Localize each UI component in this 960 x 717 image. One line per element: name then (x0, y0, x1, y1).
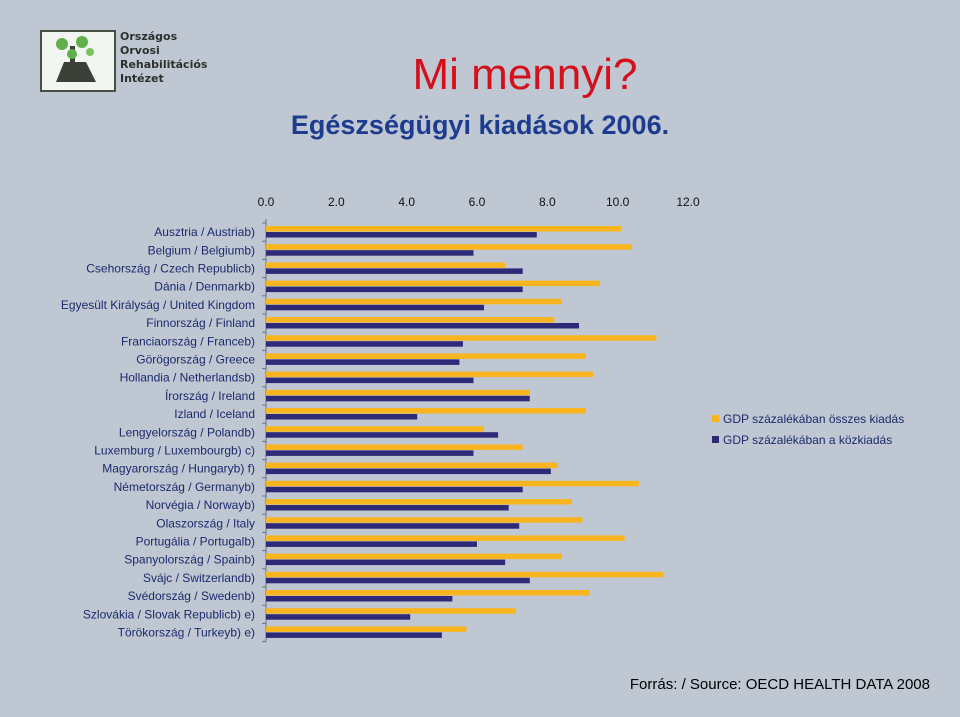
logo-line-4: Intézet (120, 72, 164, 85)
logo-line-1: Országos (120, 30, 178, 43)
category-label-19: Svájc / Switzerlandb) (143, 571, 255, 585)
bar-public-4 (266, 304, 485, 311)
bar-public-22 (266, 632, 442, 638)
category-label-0: Ausztria / Austriab) (154, 225, 255, 239)
tree-stump-icon (40, 30, 116, 92)
bar-total-10 (266, 408, 587, 414)
bar-public-9 (266, 395, 530, 402)
bar-public-1 (266, 250, 474, 256)
bar-total-20 (266, 590, 590, 596)
bar-public-14 (266, 486, 523, 493)
legend-label-public: GDP százalékában a közkiadás (723, 432, 893, 447)
category-label-10: Izland / Iceland (174, 407, 255, 421)
category-label-15: Norvégia / Norwayb) (146, 498, 255, 512)
bar-public-20 (266, 596, 453, 602)
bar-public-8 (266, 377, 474, 384)
logo-text: Országos Orvosi Rehabilitációs Intézet (120, 30, 207, 86)
bar-total-1 (266, 244, 632, 250)
x-tick-label-2: 4.0 (398, 195, 415, 209)
category-label-20: Svédország / Swedenb) (128, 589, 255, 603)
source-note: Forrás: / Source: OECD HEALTH DATA 2008 (629, 676, 930, 693)
bar-public-19 (266, 577, 530, 584)
category-label-12: Luxemburg / Luxembourgb) c) (94, 444, 255, 458)
bar-total-19 (266, 571, 664, 578)
bar-total-5 (266, 317, 555, 323)
bar-public-3 (266, 286, 523, 293)
category-label-16: Olaszország / Italy (156, 516, 255, 530)
bar-total-16 (266, 517, 583, 523)
x-tick-label-1: 2.0 (328, 195, 345, 209)
category-label-21: Szlovákia / Slovak Republicb) e) (83, 607, 255, 621)
category-label-2: Csehország / Czech Republicb) (86, 262, 255, 276)
bar-total-17 (266, 535, 625, 541)
category-label-18: Spanyolország / Spainb) (124, 553, 255, 567)
bar-public-7 (266, 359, 460, 365)
category-label-11: Lengyelország / Polandb) (119, 425, 255, 439)
page-title: Mi mennyi? (412, 50, 638, 99)
bar-total-14 (266, 480, 639, 487)
legend-item-public: GDP százalékában a közkiadás (712, 429, 904, 450)
bar-total-18 (266, 553, 562, 560)
bar-public-5 (266, 323, 579, 329)
bar-total-9 (266, 389, 530, 396)
bar-public-17 (266, 541, 477, 547)
x-tick-label-5: 10.0 (606, 195, 630, 209)
x-tick-label-4: 8.0 (539, 195, 556, 209)
bar-total-21 (266, 608, 516, 614)
category-label-22: Törökország / Turkeyb) e) (118, 626, 255, 640)
legend-swatch-public (712, 436, 719, 443)
x-tick-label-0: 0.0 (258, 195, 275, 209)
bar-total-22 (266, 626, 467, 632)
bar-total-6 (266, 335, 657, 341)
category-label-9: Írország / Ireland (165, 388, 255, 403)
legend-label-total: GDP százalékában összes kiadás (723, 411, 905, 426)
bar-total-7 (266, 353, 587, 359)
x-tick-label-6: 12.0 (676, 195, 700, 209)
bar-total-8 (266, 371, 594, 378)
bar-public-12 (266, 450, 474, 456)
bar-public-15 (266, 505, 509, 511)
bar-public-21 (266, 614, 411, 620)
bar-public-10 (266, 414, 418, 420)
bar-total-3 (266, 280, 601, 287)
logo-line-3: Rehabilitációs (120, 58, 208, 71)
category-label-6: Franciaország / Franceb) (121, 334, 255, 348)
x-tick-label-3: 6.0 (469, 195, 486, 209)
category-label-1: Belgium / Belgiumb) (148, 243, 255, 257)
bar-public-16 (266, 523, 520, 529)
bar-total-4 (266, 298, 562, 305)
bar-total-11 (266, 426, 485, 432)
chart-legend: GDP százalékában összes kiadás GDP száza… (712, 408, 904, 450)
category-label-8: Hollandia / Netherlandsb) (120, 371, 255, 385)
category-label-13: Magyarország / Hungaryb) f) (102, 462, 255, 476)
category-label-17: Portugália / Portugalb) (136, 535, 255, 549)
bar-total-0 (266, 226, 622, 232)
page-subtitle: Egészségügyi kiadások 2006. (290, 110, 670, 140)
bar-total-15 (266, 499, 572, 505)
logo-line-2: Orvosi (120, 44, 160, 57)
bar-public-18 (266, 559, 506, 566)
legend-item-total: GDP százalékában összes kiadás (712, 408, 904, 429)
category-label-5: Finnország / Finland (146, 316, 255, 330)
category-label-7: Görögország / Greece (136, 353, 255, 367)
institute-logo: Országos Orvosi Rehabilitációs Intézet (40, 30, 210, 94)
bar-public-0 (266, 232, 537, 238)
category-label-3: Dánia / Denmarkb) (154, 280, 255, 294)
legend-swatch-total (712, 415, 719, 422)
bar-public-2 (266, 268, 523, 274)
bar-total-13 (266, 462, 558, 469)
bar-public-11 (266, 432, 499, 438)
category-label-14: Németország / Germanyb) (114, 480, 255, 494)
bar-public-13 (266, 468, 551, 475)
bar-total-2 (266, 262, 506, 268)
bar-total-12 (266, 444, 523, 450)
category-label-4: Egyesült Királyság / United Kingdom (61, 298, 255, 312)
bar-public-6 (266, 341, 463, 347)
